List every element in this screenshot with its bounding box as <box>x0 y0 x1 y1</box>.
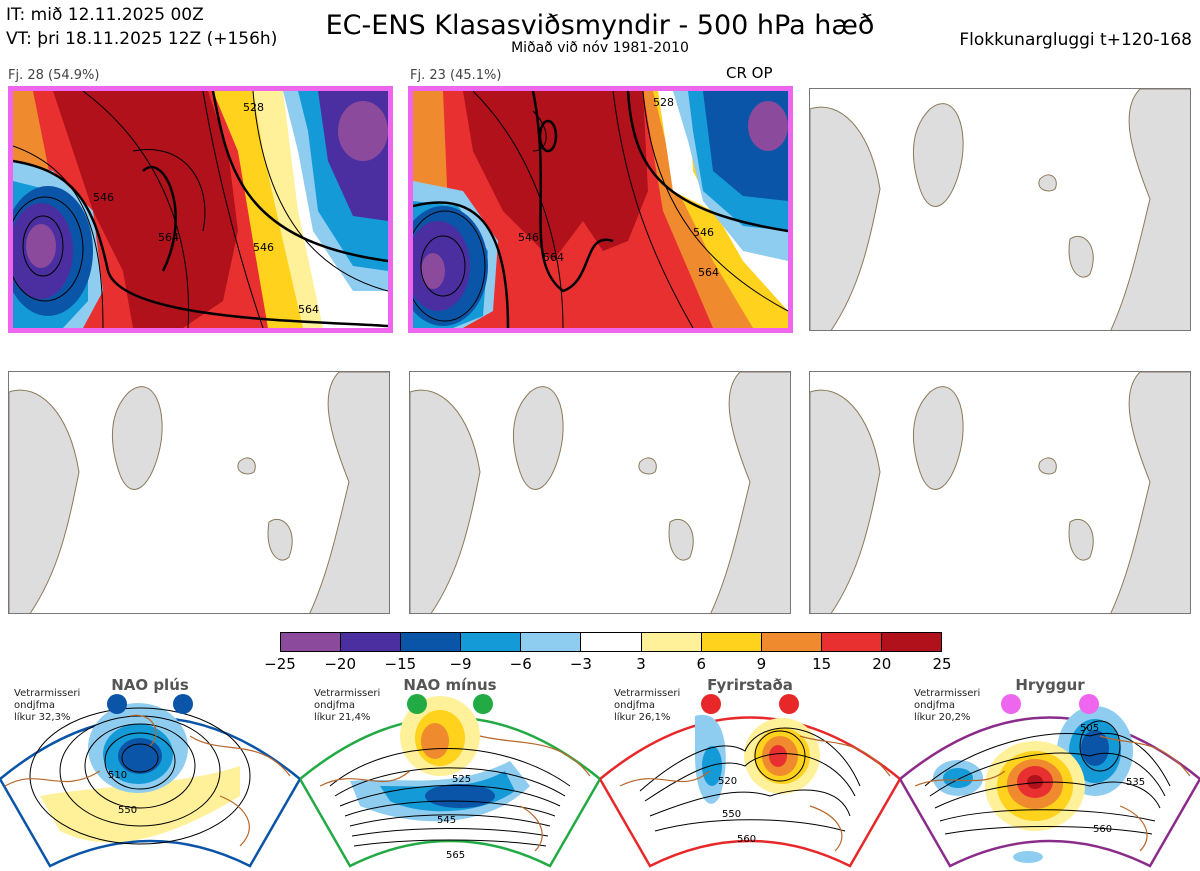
contour-label: 564 <box>543 251 564 264</box>
valid-time: VT: þri 18.11.2025 12Z (+156h) <box>6 29 278 49</box>
empty-map-6 <box>809 371 1191 614</box>
colorbar-swatch <box>581 633 642 651</box>
regime-info: Vetrarmisseri ondjfma líkur 21,4% <box>314 688 380 724</box>
regime-contour-label: 550 <box>118 805 137 816</box>
regime-nao-minus: 525 545 565 NAO mínus Vetrarmisseri ondj… <box>300 676 600 871</box>
regime-nao-minus-map: 525 545 565 <box>300 694 600 868</box>
contour-label: 546 <box>253 241 274 254</box>
colorbar-swatch <box>761 633 822 651</box>
cluster-map-1-field: 546 564 546 564 528 <box>13 91 388 328</box>
cluster-map-2-field: 546 564 546 564 528 <box>413 91 788 328</box>
cluster-1-label: Fj. 28 (54.9%) <box>8 68 100 83</box>
regime-name: NAO mínus <box>403 676 497 694</box>
contour-label: 564 <box>298 303 319 316</box>
regime-contour-label: 545 <box>437 815 456 826</box>
classification-window: Flokkunargluggi t+120-168 <box>959 30 1192 50</box>
contour-label: 564 <box>158 231 179 244</box>
colorbar-tick-label: −25 <box>264 655 296 673</box>
colorbar-tick-label: 6 <box>696 655 707 673</box>
cluster-2-label: Fj. 23 (45.1%) <box>410 68 502 83</box>
colorbar-swatch <box>341 633 402 651</box>
empty-map-5 <box>409 371 791 614</box>
colorbar-tick-label: −20 <box>324 655 356 673</box>
regime-blocking-map: 520 550 560 <box>600 694 900 868</box>
regime-name: Fyrirstaða <box>707 676 793 694</box>
regime-climate-text: Vetrarmisseri <box>914 688 981 699</box>
anomaly-colorbar <box>280 632 942 652</box>
regime-probability: líkur 32,3% <box>14 712 71 723</box>
regime-contour-label: 560 <box>1093 824 1112 835</box>
regime-name: NAO plús <box>111 676 189 694</box>
regime-contour-label: 505 <box>1080 723 1099 734</box>
colorbar-tick-label: −3 <box>569 655 592 673</box>
regime-contour-label: 565 <box>446 850 465 861</box>
regime-probability: líkur 20,2% <box>914 712 971 723</box>
regime-contour-label: 560 <box>737 834 756 845</box>
regime-info: Vetrarmisseri ondjfma líkur 20,2% <box>914 688 980 724</box>
colorbar-tick-label: 3 <box>636 655 646 673</box>
colorbar-tick-label: −9 <box>449 655 472 673</box>
contour-label: 546 <box>693 226 714 239</box>
regime-probability: líkur 26,1% <box>614 712 671 723</box>
colorbar-swatch <box>401 633 462 651</box>
cluster-map-1[interactable]: 546 564 546 564 528 <box>8 86 393 333</box>
cluster-2-tag: CR OP <box>726 64 773 82</box>
regime-nao-plus: 510 550 NAO plús Vetrarmisseri ondjfma l… <box>0 676 300 871</box>
empty-map-3 <box>809 88 1191 331</box>
colorbar-swatch <box>461 633 522 651</box>
colorbar-swatch <box>281 633 342 651</box>
regime-ridge: 505 535 560 Hryggur Vetrarmisseri ondjfm… <box>900 676 1200 871</box>
regime-contour-label: 520 <box>718 776 737 787</box>
regime-month-text: ondjfma <box>14 700 55 711</box>
regime-contour-label: 510 <box>108 770 127 781</box>
regime-climate-text: Vetrarmisseri <box>14 688 81 699</box>
regime-contour-label: 550 <box>722 809 741 820</box>
colorbar-tick-label: −6 <box>509 655 532 673</box>
colorbar-swatch <box>641 633 702 651</box>
regime-ridge-map: 505 535 560 <box>900 694 1200 868</box>
colorbar-tick-label: 25 <box>932 655 952 673</box>
colorbar-tick-label: 9 <box>756 655 767 673</box>
regime-climate-text: Vetrarmisseri <box>614 688 681 699</box>
colorbar-ticks: −25 −20 −15 −9 −6 −3 3 6 9 15 20 25 <box>264 655 951 673</box>
regime-month-text: ondjfma <box>914 700 955 711</box>
regime-info: Vetrarmisseri ondjfma líkur 32,3% <box>14 688 80 724</box>
regime-contour-label: 525 <box>452 774 471 785</box>
regime-info: Vetrarmisseri ondjfma líkur 26,1% <box>614 688 680 724</box>
regime-climate-text: Vetrarmisseri <box>314 688 381 699</box>
regime-month-text: ondjfma <box>314 700 355 711</box>
colorbar-tick-label: 15 <box>812 655 832 673</box>
colorbar-swatch <box>821 633 882 651</box>
regime-month-text: ondjfma <box>614 700 655 711</box>
initial-time: IT: mið 12.11.2025 00Z <box>6 5 204 25</box>
colorbar-swatch <box>701 633 762 651</box>
colorbar-tick-label: −15 <box>384 655 417 673</box>
regime-contour-label: 535 <box>1126 777 1145 788</box>
contour-label: 564 <box>698 266 719 279</box>
contour-label: 546 <box>93 191 114 204</box>
regime-probability: líkur 21,4% <box>314 712 371 723</box>
colorbar-swatch <box>881 633 942 651</box>
colorbar-swatch <box>521 633 582 651</box>
contour-label: 546 <box>518 231 539 244</box>
contour-label: 528 <box>243 101 264 114</box>
regime-name: Hryggur <box>1015 676 1085 694</box>
regime-blocking: 520 550 560 Fyrirstaða Vetrarmisseri ond… <box>600 676 900 871</box>
page-subtitle: Miðað við nóv 1981-2010 <box>511 40 689 56</box>
cluster-map-2[interactable]: 546 564 546 564 528 <box>408 86 793 333</box>
page-title: EC-ENS Klasasviðsmyndir - 500 hPa hæð <box>325 10 875 41</box>
empty-map-4 <box>8 371 390 614</box>
colorbar-tick-label: 20 <box>872 655 892 673</box>
contour-label: 528 <box>653 96 674 109</box>
